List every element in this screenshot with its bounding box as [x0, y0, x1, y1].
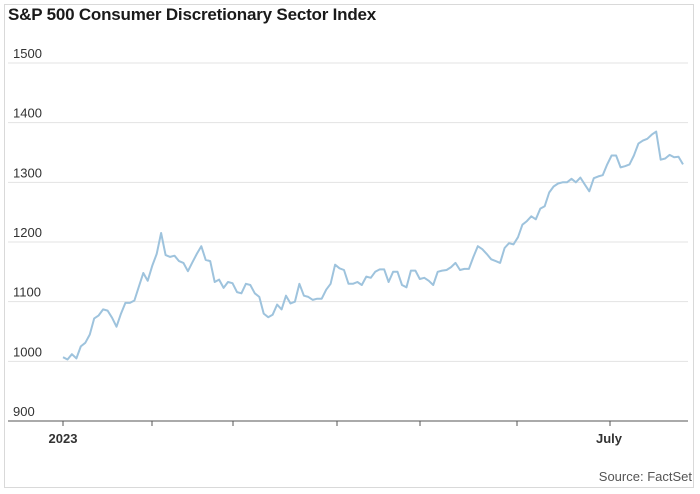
y-tick-label: 1100	[13, 285, 41, 300]
y-tick-label: 1300	[13, 165, 42, 180]
y-tick-label: 1500	[13, 46, 42, 61]
x-tick-label: July	[596, 431, 623, 446]
series-line	[62, 130, 684, 361]
y-axis-tick-labels: 900 1000 1100 1200 1300 1400 1500	[13, 46, 42, 419]
y-tick-label: 900	[13, 404, 35, 419]
y-tick-label: 1000	[13, 344, 42, 359]
y-tick-label: 1200	[13, 225, 42, 240]
chart-title: S&P 500 Consumer Discretionary Sector In…	[8, 5, 377, 24]
x-axis: 2023 July	[8, 420, 688, 446]
source-note: Source: FactSet	[598, 469, 692, 484]
x-tick-label: 2023	[49, 431, 78, 446]
chart-frame	[4, 4, 694, 488]
y-tick-label: 1400	[13, 106, 42, 121]
series-lines	[62, 130, 684, 361]
gridlines	[8, 62, 688, 362]
